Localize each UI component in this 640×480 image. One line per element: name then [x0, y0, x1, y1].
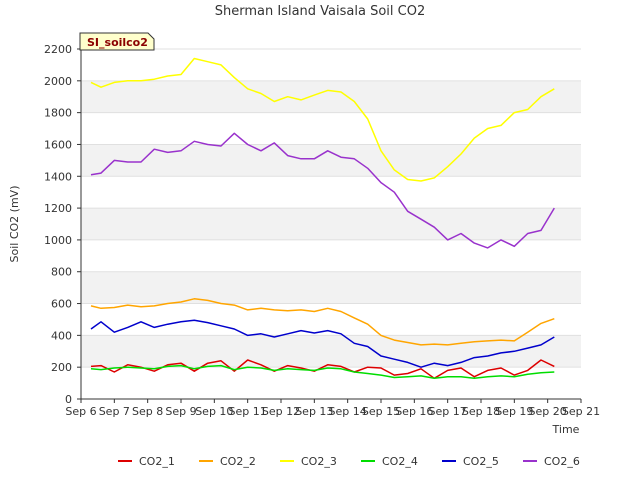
plot-band: [81, 367, 581, 399]
y-ticks: 0 200 400 600 800 1000 1200 1400 1600 1800 2000 220…: [44, 43, 81, 406]
y-tick-label: 1600: [44, 138, 72, 151]
plot-band: [81, 208, 581, 240]
y-tick-label: 2200: [44, 43, 72, 56]
x-tick-label: Sep 20: [529, 405, 567, 418]
y-tick-label: 1000: [44, 234, 72, 247]
y-tick-label: 2000: [44, 75, 72, 88]
x-tick-label: Sep 17: [429, 405, 467, 418]
series-line-co2-2: [90, 298, 555, 346]
y-tick-label: 800: [51, 266, 72, 279]
plot-band: [81, 271, 581, 304]
legend-label: CO2_1: [139, 455, 175, 468]
x-tick-label: Sep 6: [65, 405, 96, 418]
grid: [81, 48, 581, 400]
series-layer: [90, 57, 555, 380]
chart-badge: SI_soilco2: [79, 32, 155, 51]
series-line-co2-4: [90, 364, 555, 380]
x-tick-label: Sep 10: [195, 405, 233, 418]
legend-item: CO2_5: [442, 455, 499, 468]
plot-band: [81, 112, 581, 145]
y-tick-label: 1400: [44, 170, 72, 183]
axes: [80, 49, 581, 400]
plot-band: [81, 176, 581, 209]
y-tick-label: 600: [51, 298, 72, 311]
legend-label: CO2_4: [382, 455, 418, 468]
x-tick-label: Sep 21: [562, 405, 600, 418]
x-tick-label: Sep 16: [395, 405, 433, 418]
y-tick-label: 200: [51, 361, 72, 374]
y-tick-label: 0: [65, 393, 72, 406]
legend: CO2_1 CO2_2 CO2_3 CO2_4 CO2_5 CO2_6: [118, 455, 580, 468]
series-line-co2-6: [90, 132, 555, 249]
legend-label: CO2_2: [220, 455, 256, 468]
x-tick-label: Sep 15: [362, 405, 400, 418]
series-line-co2-1: [90, 359, 555, 380]
legend-item: CO2_1: [118, 455, 175, 468]
y-axis-label: Soil CO2 (mV): [8, 186, 21, 263]
y-tick-label: 1200: [44, 202, 72, 215]
x-tick-label: Sep 8: [132, 405, 163, 418]
x-tick-label: Sep 7: [99, 405, 130, 418]
legend-item: CO2_6: [523, 455, 580, 468]
legend-label: CO2_5: [463, 455, 499, 468]
legend-item: CO2_2: [199, 455, 256, 468]
x-tick-label: Sep 14: [329, 405, 367, 418]
x-tick-label: Sep 19: [495, 405, 533, 418]
series-line-co2-5: [90, 319, 555, 368]
chart-title: Sherman Island Vaisala Soil CO2: [215, 4, 425, 19]
plot-band: [81, 80, 581, 113]
x-axis-label: Time: [552, 423, 580, 436]
plot-band: [81, 49, 581, 81]
legend-item: CO2_3: [280, 455, 337, 468]
badge-label: SI_soilco2: [87, 36, 148, 49]
plot-band: [81, 144, 581, 177]
series-line-co2-3: [90, 57, 555, 182]
plot-band: [81, 239, 581, 272]
legend-item: CO2_4: [361, 455, 418, 468]
y-tick-label: 400: [51, 329, 72, 342]
x-tick-label: Sep 11: [229, 405, 267, 418]
legend-label: CO2_3: [301, 455, 337, 468]
x-tick-label: Sep 18: [462, 405, 500, 418]
legend-label: CO2_6: [544, 455, 580, 468]
x-tick-label: Sep 13: [295, 405, 333, 418]
plot-background: [81, 49, 581, 399]
plot-band: [81, 303, 581, 336]
x-tick-label: Sep 9: [165, 405, 196, 418]
badge-box: [79, 32, 155, 51]
x-tick-label: Sep 12: [262, 405, 300, 418]
y-tick-label: 1800: [44, 107, 72, 120]
